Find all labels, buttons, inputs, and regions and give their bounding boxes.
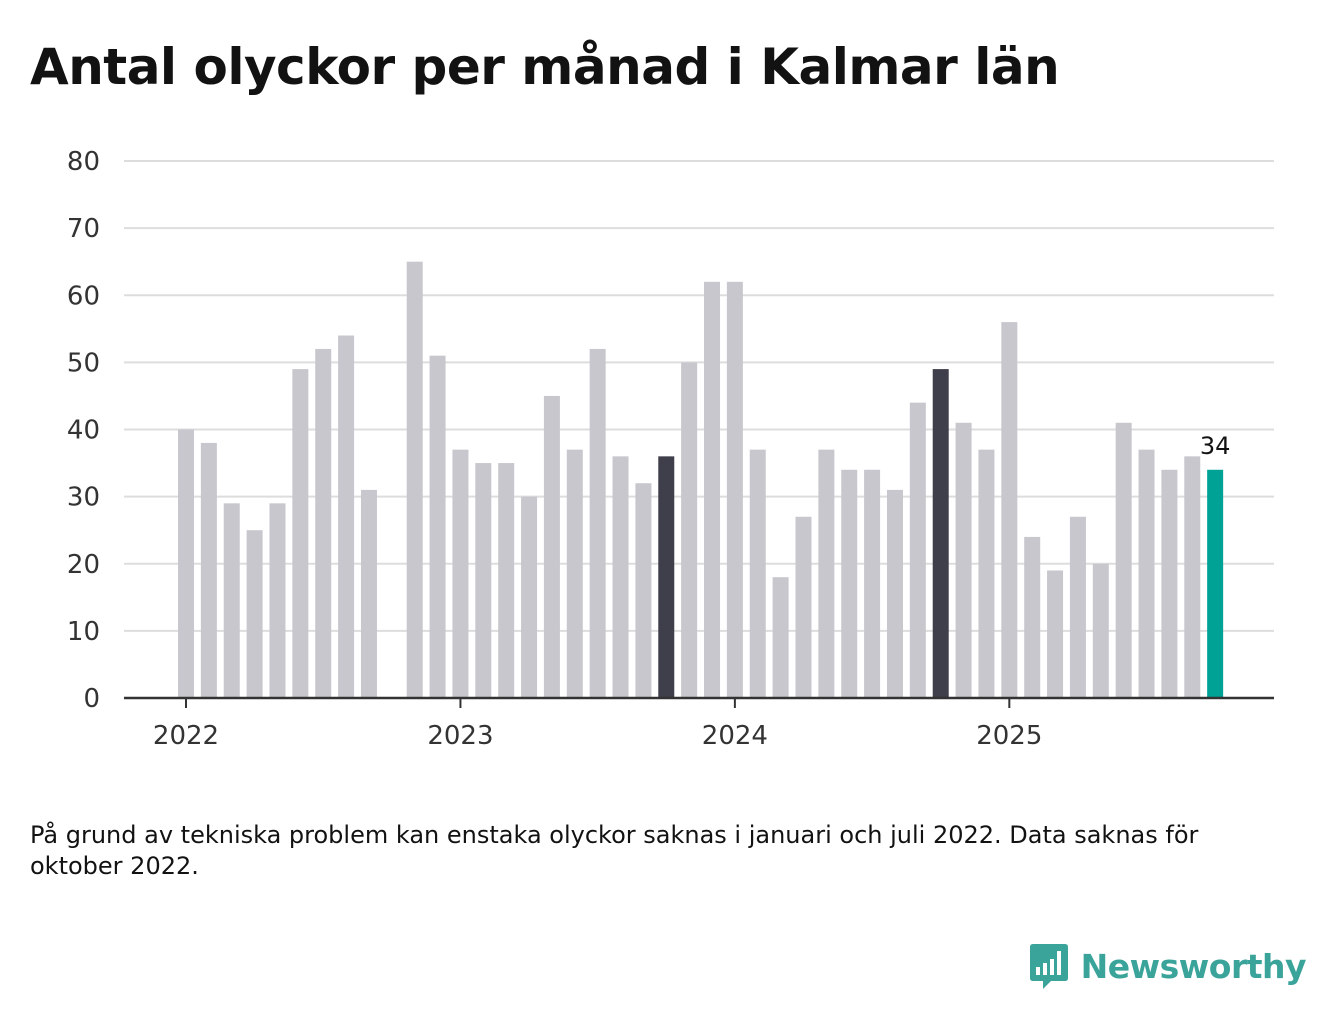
y-tick-label: 80: [67, 147, 100, 177]
bar-2025-03: [1047, 570, 1064, 698]
bar-2022-06: [292, 369, 309, 698]
bar-2023-07: [589, 348, 606, 698]
bar-2024-05: [818, 449, 835, 698]
bar-2023-02: [475, 463, 492, 698]
bar-2023-10: [658, 456, 675, 698]
bar-2025-08: [1161, 469, 1178, 698]
bar-2023-01: [452, 449, 469, 698]
y-tick-label: 0: [83, 684, 100, 714]
brand-logo[interactable]: Newsworthy: [1029, 942, 1307, 990]
bar-2025-06: [1115, 422, 1132, 698]
bar-2023-08: [612, 456, 629, 698]
bar-2024-09: [909, 402, 926, 698]
bar-2023-09: [635, 483, 652, 698]
bar-2022-12: [429, 355, 446, 698]
bar-2025-07: [1138, 449, 1155, 698]
bar-2022-08: [338, 335, 355, 698]
bar-2023-03: [498, 463, 515, 698]
data-label: 34: [1200, 432, 1231, 460]
bar-2024-08: [886, 489, 903, 698]
bar-2022-11: [406, 261, 423, 698]
bar-2025-04: [1069, 516, 1086, 698]
bar-2025-10: [1207, 469, 1224, 698]
bar-2023-06: [566, 449, 583, 698]
x-tick-label: 2025: [976, 721, 1042, 751]
chart-title: Antal olyckor per månad i Kalmar län: [30, 38, 1060, 96]
bar-2024-11: [955, 422, 972, 698]
x-tick-label: 2023: [427, 721, 493, 751]
bar-2024-12: [978, 449, 995, 698]
bar-2024-01: [726, 281, 743, 698]
bar-2022-01: [178, 429, 194, 698]
y-tick-label: 70: [67, 214, 100, 244]
bar-2022-05: [269, 503, 286, 698]
y-tick-label: 40: [67, 416, 100, 446]
brand-name: Newsworthy: [1080, 946, 1307, 986]
y-tick-label: 10: [67, 617, 100, 647]
bar-2023-05: [543, 395, 560, 698]
data-labels: 34: [1200, 432, 1231, 460]
bar-2024-07: [864, 469, 881, 698]
bars: [178, 261, 1224, 698]
y-axis-tick-labels: 0 10 20 30 40 50 60 70 80: [67, 147, 100, 714]
bar-2023-11: [681, 362, 698, 698]
y-tick-label: 30: [67, 483, 100, 513]
bar-2022-07: [315, 348, 332, 698]
bar-2023-12: [704, 281, 721, 698]
bar-2024-03: [772, 577, 789, 698]
x-axis: 2022 2023 2024 2025: [124, 696, 1274, 751]
bar-2025-01: [1001, 322, 1018, 698]
bar-2025-05: [1092, 563, 1109, 698]
bar-chart: 0 10 20 30 40 50 60 70 80 2022 2023 2024 2025 34: [67, 147, 1274, 751]
x-tick-label: 2022: [153, 721, 219, 751]
bar-chart-speech-bubble-icon: [1029, 944, 1068, 989]
bar-2022-04: [246, 530, 263, 698]
bar-2025-02: [1024, 536, 1041, 698]
bar-2024-02: [749, 449, 766, 698]
footnote: På grund av tekniska problem kan enstaka…: [30, 821, 1199, 880]
bar-2025-09: [1184, 456, 1201, 698]
bar-2024-06: [841, 469, 858, 698]
bar-2024-10: [932, 369, 949, 698]
x-tick-label: 2024: [702, 721, 768, 751]
bar-2022-09: [360, 489, 377, 698]
y-tick-label: 60: [67, 281, 100, 311]
bar-2023-04: [521, 496, 538, 698]
bar-2022-02: [200, 442, 217, 698]
bar-2024-04: [795, 516, 812, 698]
y-tick-label: 20: [67, 550, 100, 580]
bar-2022-03: [223, 503, 240, 698]
y-tick-label: 50: [67, 348, 100, 378]
